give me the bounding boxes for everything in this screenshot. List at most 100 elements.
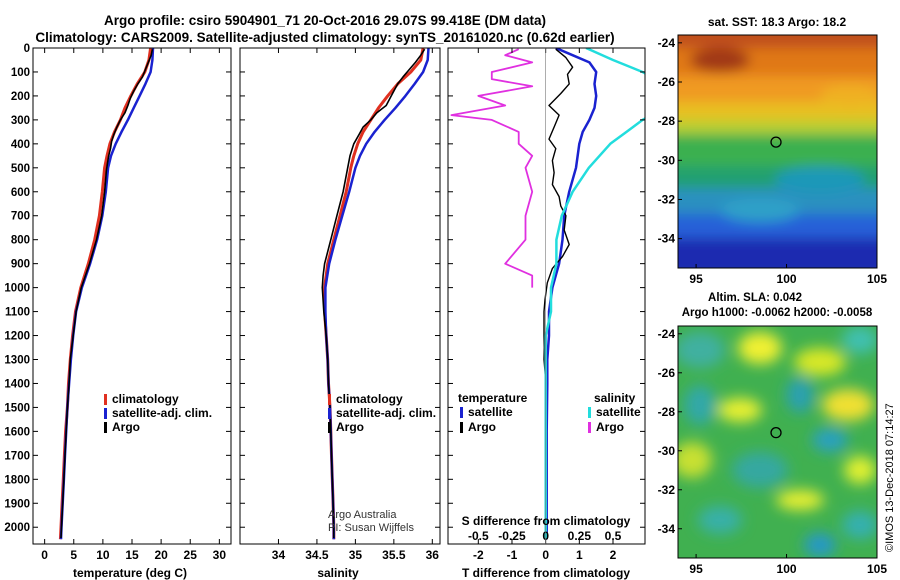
sst-field-bands bbox=[678, 35, 877, 268]
depth-tick-label: 1600 bbox=[4, 426, 30, 438]
temperature-xtick-label: 20 bbox=[154, 548, 168, 562]
sst-axes: 95 100 105 -24 -26 -28 -30 -32 -34 bbox=[658, 34, 887, 286]
sst-lon-label: 95 bbox=[689, 272, 703, 286]
temperature-series-argo bbox=[60, 49, 154, 539]
salinity-legend-swatch-argo bbox=[328, 422, 331, 433]
credits-line2: PI: Susan Wijffels bbox=[328, 522, 414, 534]
credits-line1: Argo Australia bbox=[328, 509, 397, 521]
difference-series-t-argo bbox=[543, 48, 574, 538]
timestamp-label: ©IMOS 13-Dec-2018 07:14:27 bbox=[884, 403, 896, 552]
difference-series-group bbox=[450, 48, 645, 540]
sst-lon-label: 105 bbox=[867, 272, 887, 286]
sst-lat-label: -32 bbox=[658, 192, 676, 206]
figure-title-line1: Argo profile: csiro 5904901_71 20-Oct-20… bbox=[104, 13, 546, 28]
salinity-diff-tick-label: -0.5 bbox=[468, 529, 489, 543]
difference-series-t-satellite bbox=[545, 48, 598, 540]
salinity-diff-tick-label: 0.5 bbox=[605, 529, 622, 543]
legend-t-label: satellite bbox=[468, 405, 513, 419]
depth-tick-label: 1500 bbox=[4, 402, 30, 414]
salinity-xtick-label: 35.5 bbox=[382, 548, 406, 562]
difference-axes: -2 -1 0 1 2-0.5 -0.25 0 0.25 0.5 bbox=[447, 47, 646, 562]
temperature-series-satellite-adj-clim- bbox=[59, 48, 155, 540]
sla-lat-label: -24 bbox=[658, 327, 676, 341]
sla-field-blobs bbox=[678, 326, 877, 557]
temperature-legend-label-argo: Argo bbox=[112, 420, 140, 434]
sst-title: sat. SST: 18.3 Argo: 18.2 bbox=[708, 15, 847, 29]
sla-lat-label: -28 bbox=[658, 405, 676, 419]
salinity-panel: 34 34.5 35 35.5 36 climatologysatellite-adj.… bbox=[239, 47, 441, 580]
difference-xlabel: T difference from climatology bbox=[462, 566, 630, 580]
salinity-diff-tick-label: -0.25 bbox=[498, 529, 526, 543]
depth-tick-label: 0 bbox=[24, 43, 30, 55]
temperature-xtick-label: 10 bbox=[96, 548, 110, 562]
salinity-legend-swatch-satellite bbox=[328, 408, 331, 419]
sla-lat-label: -32 bbox=[658, 483, 676, 497]
salinity-legend-swatch-climatology bbox=[328, 394, 331, 405]
sla-title-line2: Argo h1000: -0.0062 h2000: -0.0058 bbox=[682, 307, 873, 319]
sla-lon-label: 95 bbox=[689, 562, 703, 576]
temperature-xlabel: temperature (deg C) bbox=[73, 566, 187, 580]
depth-tick-label: 400 bbox=[11, 139, 30, 151]
depth-tick-label: 200 bbox=[11, 91, 30, 103]
legend-temperature-title: temperature bbox=[458, 391, 528, 405]
sst-frame bbox=[677, 34, 878, 269]
difference-panel: -2 -1 0 1 2-0.5 -0.25 0 0.25 0.5 temperature sali… bbox=[447, 47, 646, 580]
temperature-legend-label-climatology: climatology bbox=[112, 392, 179, 406]
sst-profile-location-marker bbox=[770, 136, 782, 148]
temperature-xtick-label: 5 bbox=[70, 548, 77, 562]
sla-profile-location-marker bbox=[770, 426, 782, 439]
depth-tick-label: 500 bbox=[11, 163, 30, 175]
legend-swatch-s-0 bbox=[588, 407, 591, 418]
temperature-legend-swatch-satellite bbox=[104, 408, 107, 419]
salinity-xtick-label: 35 bbox=[349, 548, 363, 562]
difference-xtick-label: -2 bbox=[473, 548, 484, 562]
temperature-legend-swatch-climatology bbox=[104, 394, 107, 405]
temperature-xtick-label: 25 bbox=[184, 548, 198, 562]
sla-title-line1: Altim. SLA: 0.042 bbox=[708, 292, 802, 304]
depth-tick-label: 1300 bbox=[4, 354, 30, 366]
salinity-xtick-label: 34 bbox=[272, 548, 286, 562]
sst-lat-label: -34 bbox=[658, 232, 676, 246]
difference-series-s-argo bbox=[450, 48, 534, 288]
legend-t-label: Argo bbox=[468, 420, 496, 434]
salinity-xtick-label: 34.5 bbox=[305, 548, 329, 562]
sst-lat-label: -26 bbox=[658, 75, 676, 89]
depth-tick-label: 900 bbox=[11, 259, 30, 271]
difference-series-s-satellite bbox=[544, 48, 645, 540]
salinity-series-group bbox=[321, 48, 430, 540]
figure-title-line2: Climatology: CARS2009. Satellite-adjuste… bbox=[35, 30, 614, 45]
legend-s-label: satellite bbox=[596, 405, 641, 419]
salinity-legend-label-satellite: satellite-adj. clim. bbox=[336, 406, 436, 420]
sst-lat-label: -28 bbox=[658, 114, 676, 128]
difference-xtick-label: 0 bbox=[542, 548, 549, 562]
temperature-legend-swatch-argo bbox=[104, 422, 107, 433]
temperature-xtick-label: 30 bbox=[213, 548, 227, 562]
temperature-xtick-label: 15 bbox=[125, 548, 139, 562]
salinity-legend-label-argo: Argo bbox=[336, 420, 364, 434]
sla-lat-label: -26 bbox=[658, 366, 676, 380]
legend-s-label: Argo bbox=[596, 420, 624, 434]
sla-frame bbox=[677, 325, 878, 559]
difference-xtick-label: -1 bbox=[507, 548, 518, 562]
depth-tick-label: 700 bbox=[11, 211, 30, 223]
difference-legend: temperature salinitysatelliteArgosatellit… bbox=[458, 391, 641, 434]
depth-tick-label: 300 bbox=[11, 115, 30, 127]
sla-axes: 95 100 105 -24 -26 -28 -30 -32 -34 bbox=[658, 325, 887, 576]
depth-tick-label: 1400 bbox=[4, 378, 30, 390]
sla-lat-label: -30 bbox=[658, 444, 676, 458]
salinity-xlabel: salinity bbox=[317, 566, 359, 580]
depth-tick-label: 1000 bbox=[4, 283, 30, 295]
difference-xtick-label: 1 bbox=[576, 548, 583, 562]
depth-tick-label: 600 bbox=[11, 187, 30, 199]
temperature-xtick-label: 0 bbox=[41, 548, 48, 562]
legend-swatch-s-1 bbox=[588, 422, 591, 433]
depth-tick-label: 800 bbox=[11, 235, 30, 247]
depth-tick-label: 2000 bbox=[4, 522, 30, 534]
sst-map: sat. SST: 18.3 Argo: 18.2 95 100 105-24-2 bbox=[658, 15, 888, 286]
sla-lat-label: -34 bbox=[658, 522, 676, 536]
depth-tick-label: 1100 bbox=[5, 307, 30, 319]
temperature-series-group bbox=[58, 48, 155, 540]
salinity-xtick-label: 36 bbox=[426, 548, 440, 562]
